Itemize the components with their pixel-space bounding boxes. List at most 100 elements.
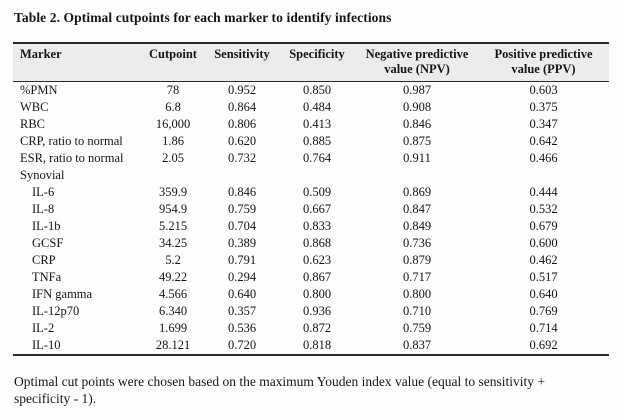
specificity-cell: 0.800 bbox=[302, 287, 332, 301]
npv-cell: 0.837 bbox=[356, 337, 478, 356]
sensitivity-cell: 0.640 bbox=[227, 287, 257, 301]
cutpoint-cell: 6.340 bbox=[158, 304, 188, 318]
marker-cell: RBC bbox=[20, 117, 46, 131]
marker-cell: %PMN bbox=[20, 83, 58, 97]
header-row: Marker Cutpoint Sensitivity Specificity … bbox=[13, 42, 609, 82]
table-row: TNFa 49.22 0.294 0.867 0.717 0.517 bbox=[13, 269, 609, 286]
npv-cell: 0.911 bbox=[403, 151, 431, 165]
sensitivity-cell: 0.389 bbox=[227, 236, 257, 250]
specificity-cell: 0.872 bbox=[302, 321, 332, 335]
specificity-cell: 0.850 bbox=[302, 83, 332, 97]
ppv-cell: 0.714 bbox=[529, 321, 558, 335]
ppv-cell: 0.679 bbox=[529, 219, 558, 233]
cutpoint-cell: 5.215 bbox=[158, 219, 188, 233]
specificity-cell: 0.936 bbox=[302, 304, 332, 318]
header-specificity: Specificity bbox=[278, 42, 356, 82]
npv-cell: 0.710 bbox=[402, 304, 432, 318]
cutpoint-cell: 16,000 bbox=[155, 117, 191, 131]
ppv-cell: 0.444 bbox=[529, 185, 558, 199]
npv-cell: 0.869 bbox=[402, 185, 432, 199]
ppv-cell: 0.692 bbox=[478, 337, 609, 356]
npv-cell: 0.987 bbox=[402, 83, 432, 97]
npv-cell: 0.846 bbox=[402, 117, 432, 131]
ppv-cell: 0.642 bbox=[529, 134, 558, 148]
sensitivity-cell: 0.791 bbox=[227, 253, 257, 267]
table-row: IL-10 28.121 0.720 0.818 0.837 0.692 bbox=[13, 337, 609, 356]
table-caption: Table 2. Optimal cutpoints for each mark… bbox=[14, 10, 392, 25]
table-header: Marker Cutpoint Sensitivity Specificity … bbox=[13, 42, 609, 82]
marker-cell: IL-1b bbox=[32, 219, 61, 233]
table-row: IL-6 359.9 0.846 0.509 0.869 0.444 bbox=[13, 184, 609, 201]
npv-cell: 0.908 bbox=[402, 100, 432, 114]
sensitivity-cell: 0.952 bbox=[227, 83, 257, 97]
ppv-cell: 0.603 bbox=[529, 83, 558, 97]
marker-cell: GCSF bbox=[32, 236, 64, 250]
table-row: CRP 5.2 0.791 0.623 0.879 0.462 bbox=[13, 252, 609, 269]
header-npv: Negative predictive value (NPV) bbox=[356, 42, 478, 82]
cutpoint-cell: 954.9 bbox=[158, 202, 188, 216]
npv-cell: 0.759 bbox=[402, 321, 432, 335]
specificity-cell: 0.413 bbox=[302, 117, 332, 131]
npv-cell bbox=[356, 167, 478, 184]
marker-cell: WBC bbox=[20, 100, 49, 114]
marker-cell: CRP, ratio to normal bbox=[20, 134, 123, 148]
marker-cell: CRP bbox=[32, 253, 56, 267]
cutpoint-cell: 1.86 bbox=[162, 134, 184, 148]
cutpoint-cell: 5.2 bbox=[165, 253, 181, 267]
marker-cell: IL-8 bbox=[32, 202, 55, 216]
cutpoint-cell bbox=[140, 167, 206, 184]
table-row: ESR, ratio to normal 2.05 0.732 0.764 0.911 0… bbox=[13, 150, 609, 167]
cutpoint-cell: 359.9 bbox=[158, 185, 188, 199]
table-row: WBC 6.8 0.864 0.484 0.908 0.375 bbox=[13, 99, 609, 116]
marker-cell: IL-12p70 bbox=[32, 304, 80, 318]
table-row: CRP, ratio to normal 1.86 0.620 0.885 0.875 0… bbox=[13, 133, 609, 150]
npv-cell: 0.736 bbox=[402, 236, 432, 250]
specificity-cell: 0.818 bbox=[278, 337, 356, 356]
header-ppv: Positive predictive value (PPV) bbox=[478, 42, 609, 82]
sensitivity-cell: 0.759 bbox=[227, 202, 257, 216]
table-row: IL-1b 5.215 0.704 0.833 0.849 0.679 bbox=[13, 218, 609, 235]
specificity-cell: 0.885 bbox=[302, 134, 332, 148]
marker-cell: ESR, ratio to normal bbox=[20, 151, 124, 165]
table-row: IFN gamma 4.566 0.640 0.800 0.800 0.640 bbox=[13, 286, 609, 303]
sensitivity-cell: 0.846 bbox=[227, 185, 257, 199]
marker-cell: TNFa bbox=[32, 270, 62, 284]
cutpoint-cell: 6.8 bbox=[165, 100, 181, 114]
cutpoint-cell: 4.566 bbox=[158, 287, 188, 301]
specificity-cell: 0.623 bbox=[302, 253, 332, 267]
specificity-cell: 0.867 bbox=[302, 270, 332, 284]
sensitivity-cell bbox=[206, 167, 278, 184]
ppv-cell: 0.375 bbox=[529, 100, 558, 114]
table-row: IL-8 954.9 0.759 0.667 0.847 0.532 bbox=[13, 201, 609, 218]
ppv-cell: 0.517 bbox=[529, 270, 558, 284]
marker-cell: Synovial bbox=[20, 168, 65, 182]
sensitivity-cell: 0.536 bbox=[227, 321, 257, 335]
table-row: RBC 16,000 0.806 0.413 0.846 0.347 bbox=[13, 116, 609, 133]
specificity-cell bbox=[278, 167, 356, 184]
table-row: IL-12p70 6.340 0.357 0.936 0.710 0.769 bbox=[13, 303, 609, 320]
header-marker: Marker bbox=[13, 42, 140, 82]
sensitivity-cell: 0.620 bbox=[227, 134, 257, 148]
ppv-cell: 0.532 bbox=[529, 202, 558, 216]
specificity-cell: 0.667 bbox=[302, 202, 332, 216]
npv-cell: 0.847 bbox=[402, 202, 432, 216]
cutpoint-cell: 34.25 bbox=[158, 236, 188, 250]
ppv-cell bbox=[478, 167, 609, 184]
table-row: IL-2 1.699 0.536 0.872 0.759 0.714 bbox=[13, 320, 609, 337]
sensitivity-cell: 0.704 bbox=[227, 219, 257, 233]
header-sensitivity: Sensitivity bbox=[206, 42, 278, 82]
sensitivity-cell: 0.720 bbox=[206, 337, 278, 356]
cutpoint-cell: 78 bbox=[166, 83, 180, 97]
npv-cell: 0.800 bbox=[402, 287, 432, 301]
cutpoints-table: Marker Cutpoint Sensitivity Specificity … bbox=[13, 42, 609, 356]
specificity-cell: 0.764 bbox=[302, 151, 332, 165]
npv-cell: 0.879 bbox=[402, 253, 432, 267]
ppv-cell: 0.462 bbox=[529, 253, 558, 267]
specificity-cell: 0.868 bbox=[302, 236, 332, 250]
ppv-cell: 0.347 bbox=[529, 117, 558, 131]
header-cutpoint: Cutpoint bbox=[140, 42, 206, 82]
npv-cell: 0.849 bbox=[402, 219, 432, 233]
ppv-cell: 0.769 bbox=[529, 304, 558, 318]
npv-cell: 0.875 bbox=[402, 134, 432, 148]
